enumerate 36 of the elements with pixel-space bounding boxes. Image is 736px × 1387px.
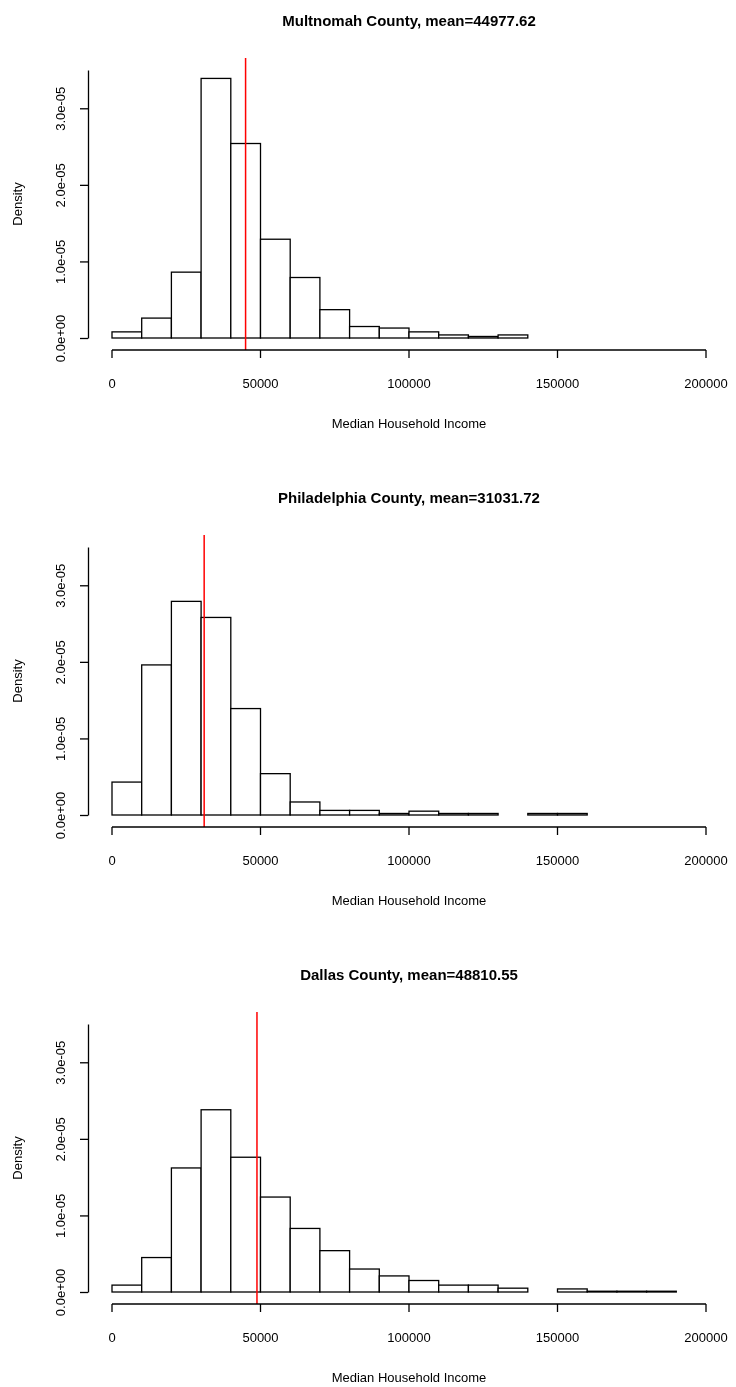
- y-tick-label: 3.0e-05: [53, 86, 68, 131]
- x-tick-label: 0: [108, 853, 116, 868]
- y-tick-label: 1.0e-05: [53, 716, 68, 761]
- x-tick-label: 150000: [535, 853, 580, 868]
- x-tick-label: 200000: [684, 376, 728, 391]
- x-tick-label: 150000: [535, 376, 580, 391]
- x-tick-label: 0: [108, 376, 116, 391]
- chart-title: Philadelphia County, mean=31031.72: [278, 489, 540, 506]
- x-tick-label: 50000: [242, 1330, 279, 1345]
- x-tick-label: 100000: [387, 853, 431, 868]
- y-axis-title: Density: [10, 658, 25, 703]
- chart-title: Multnomah County, mean=44977.62: [282, 12, 536, 29]
- x-tick-label: 150000: [535, 1330, 580, 1345]
- x-axis-title: Median Household Income: [331, 1370, 487, 1385]
- x-tick-label: 100000: [387, 376, 431, 391]
- x-tick-label: 100000: [387, 1330, 431, 1345]
- x-tick-label: 50000: [242, 853, 279, 868]
- y-tick-label: 2.0e-05: [53, 640, 68, 685]
- y-tick-label: 3.0e-05: [53, 563, 68, 608]
- x-tick-label: 200000: [684, 853, 728, 868]
- x-tick-label: 200000: [684, 1330, 728, 1345]
- y-tick-label: 0.0e+00: [53, 314, 68, 363]
- y-axis-title: Density: [10, 1135, 25, 1180]
- y-tick-label: 0.0e+00: [53, 1268, 68, 1317]
- x-axis-title: Median Household Income: [331, 416, 487, 431]
- x-axis-title: Median Household Income: [331, 893, 487, 908]
- x-tick-label: 50000: [242, 376, 279, 391]
- y-tick-label: 2.0e-05: [53, 163, 68, 208]
- x-tick-label: 0: [108, 1330, 116, 1345]
- y-tick-label: 1.0e-05: [53, 1193, 68, 1238]
- y-tick-label: 0.0e+00: [53, 791, 68, 840]
- y-tick-label: 3.0e-05: [53, 1040, 68, 1085]
- y-axis-title: Density: [10, 181, 25, 226]
- y-tick-label: 2.0e-05: [53, 1117, 68, 1162]
- chart-title: Dallas County, mean=48810.55: [300, 966, 518, 983]
- y-tick-label: 1.0e-05: [53, 239, 68, 284]
